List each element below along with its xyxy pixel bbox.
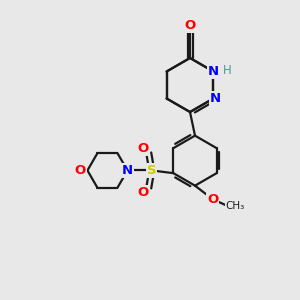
Text: O: O bbox=[184, 19, 196, 32]
Text: O: O bbox=[137, 142, 148, 155]
Text: N: N bbox=[208, 65, 219, 78]
Text: O: O bbox=[137, 185, 148, 199]
Text: H: H bbox=[223, 64, 232, 77]
Text: CH₃: CH₃ bbox=[226, 201, 245, 211]
Text: S: S bbox=[147, 164, 157, 177]
Text: O: O bbox=[75, 164, 86, 177]
Text: O: O bbox=[207, 193, 218, 206]
Text: N: N bbox=[210, 92, 221, 105]
Text: H: H bbox=[221, 63, 230, 76]
Text: N: N bbox=[122, 164, 133, 177]
